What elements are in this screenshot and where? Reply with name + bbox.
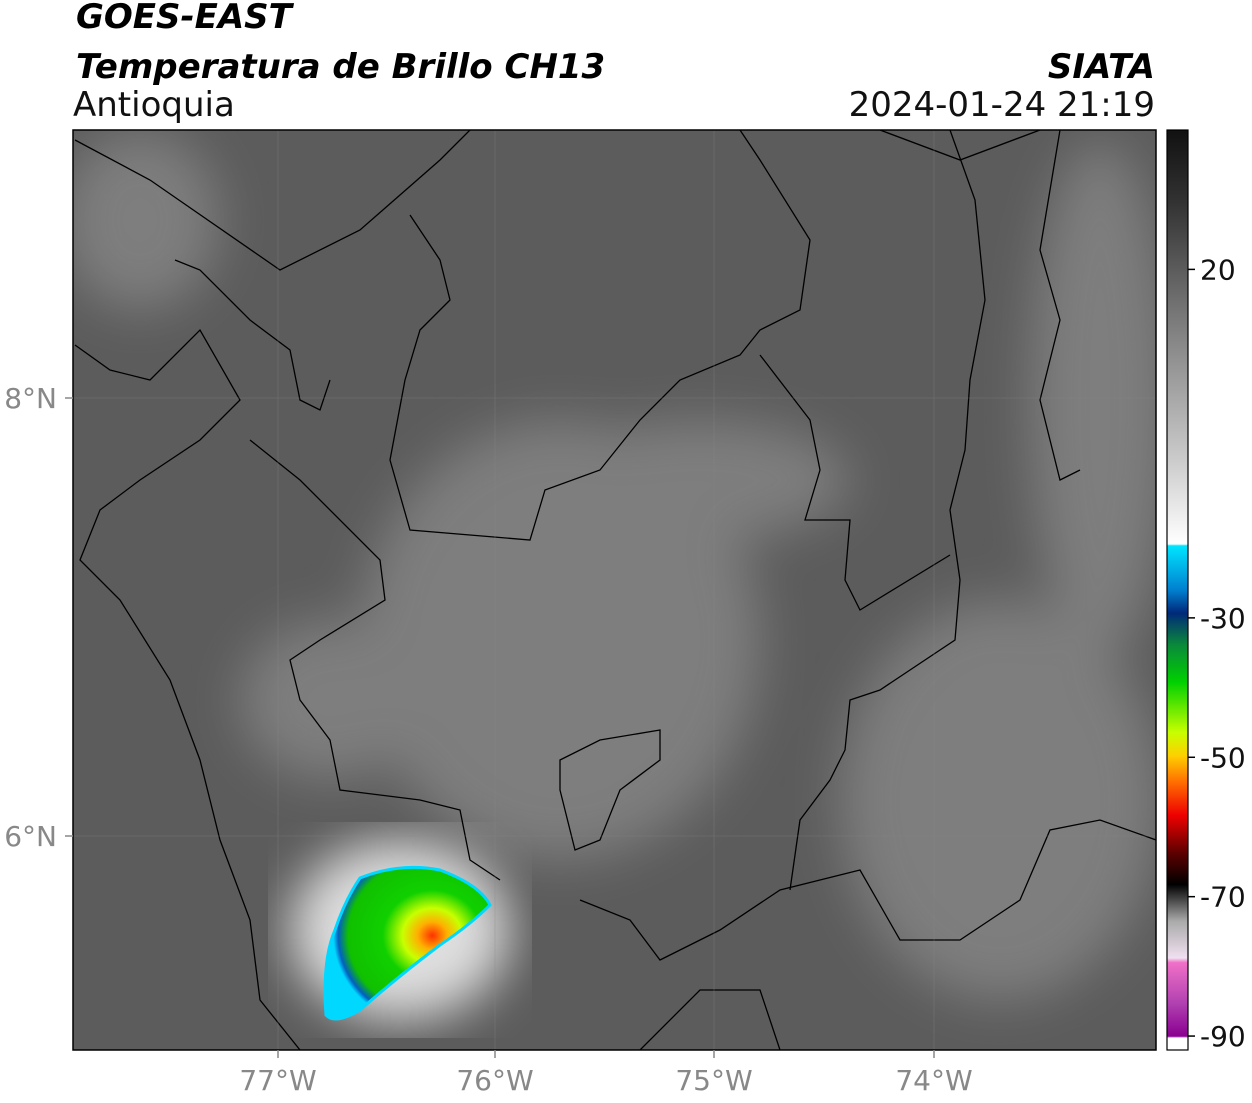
lon-label: 74°W [895,1064,972,1097]
colorbar-tick-label: -50 [1200,741,1246,774]
colorbar-tick-label: -30 [1200,602,1246,635]
colorbar-tick-label: -70 [1200,881,1246,914]
source: SIATA [1048,47,1155,87]
colorbar-tick-label: -90 [1200,1020,1246,1053]
timestamp: 2024-01-24 21:19 [849,85,1155,125]
colorbar-tick-label: 20 [1200,253,1236,286]
region: Antioquia [73,85,235,125]
lon-label: 76°W [456,1064,533,1097]
colorbar [1166,129,1189,1051]
lat-label: 8°N [4,382,57,415]
lat-label: 6°N [4,820,57,853]
lon-label: 75°W [675,1064,752,1097]
subtitle: Temperatura de Brillo CH13 [76,47,605,87]
map-frame [72,129,1157,1051]
map [73,130,1156,1050]
title: GOES-EAST [76,0,295,37]
lon-label: 77°W [239,1064,316,1097]
